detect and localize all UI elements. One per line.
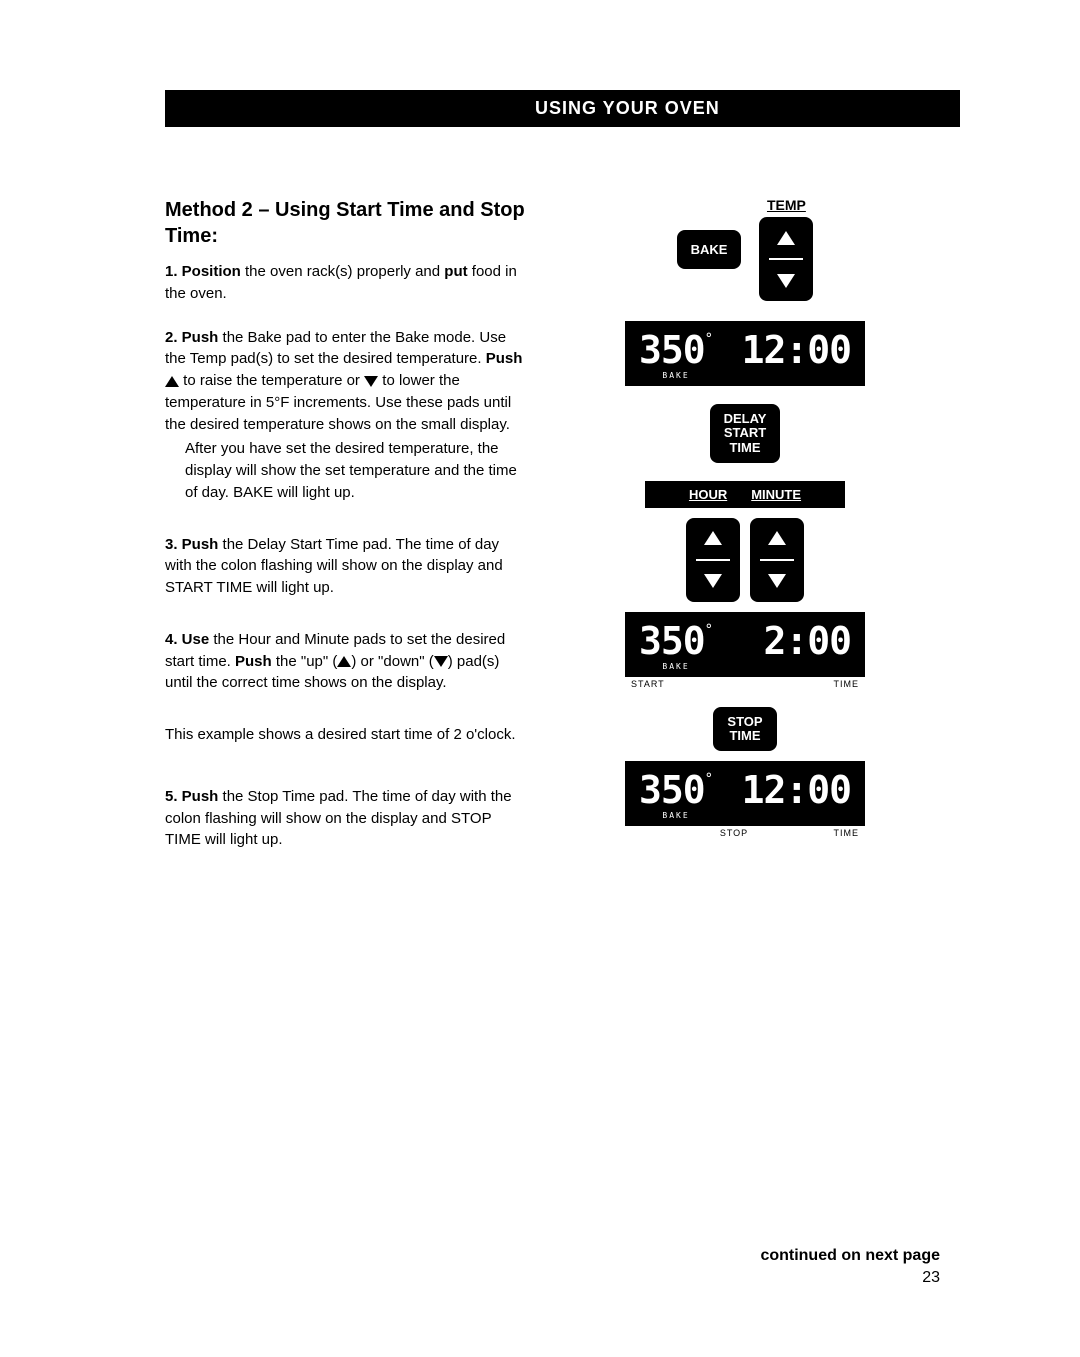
page-number: 23 [760, 1269, 940, 1287]
hour-label: HOUR [689, 487, 727, 502]
method-title: Method 2 – Using Start Time and Stop Tim… [165, 197, 525, 249]
bake-temp-buttons: BAKE TEMP [677, 197, 814, 301]
disp1-bake: BAKE [639, 371, 713, 380]
header-title: USING YOUR OVEN [535, 98, 720, 118]
continued-label: continued on next page [760, 1247, 940, 1265]
display-3: 350° BAKE 12:00 [625, 761, 865, 826]
display-2-wrap: 350° BAKE 2:00 START TIME [625, 612, 865, 689]
minute-updown[interactable] [750, 518, 804, 602]
disp2-clock: 2:00 [742, 622, 851, 660]
hour-up-icon[interactable] [686, 518, 740, 559]
step-4-text-b: the "up" ( [272, 653, 338, 670]
block-hour-minute: HOUR MINUTE [565, 481, 925, 689]
step-4: 4. Use the Hour and Minute pads to set t… [165, 629, 525, 746]
stop-time-button[interactable]: STOP TIME [713, 707, 776, 752]
up-triangle-icon-2 [337, 653, 351, 670]
step-2: 2. Push the Bake pad to enter the Bake m… [165, 327, 525, 504]
degree-icon: ° [705, 331, 713, 347]
disp1-temp-group: 350° BAKE [639, 331, 713, 380]
hour-minute-labels: HOUR MINUTE [645, 481, 845, 508]
footer: continued on next page 23 [760, 1247, 940, 1287]
hour-minute-pads [686, 518, 804, 602]
step-3-num: 3. Push [165, 536, 218, 553]
step-4-push: Push [235, 653, 272, 670]
disp3-time-label: TIME [833, 828, 859, 838]
temp-up-icon[interactable] [759, 217, 813, 258]
down-triangle-icon [364, 372, 378, 389]
section-header: USING YOUR OVEN [165, 90, 960, 127]
hour-updown[interactable] [686, 518, 740, 602]
step-4-text-c: ) or "down" ( [351, 653, 433, 670]
disp2-sublabels: START TIME [625, 677, 865, 689]
left-column: Method 2 – Using Start Time and Stop Tim… [165, 197, 525, 873]
step-1-text-a: the oven rack(s) properly and [241, 263, 444, 280]
temp-down-icon[interactable] [759, 260, 813, 301]
disp2-bake: BAKE [639, 662, 713, 671]
display-3-wrap: 350° BAKE 12:00 . STOP TIME [625, 761, 865, 838]
step-2-indent: After you have set the desired temperatu… [185, 438, 525, 503]
hour-down-icon[interactable] [686, 561, 740, 602]
step-3: 3. Push the Delay Start Time pad. The ti… [165, 534, 525, 599]
disp2-temp-group: 350° BAKE [639, 622, 713, 671]
temp-updown[interactable] [759, 217, 813, 301]
up-triangle-icon [165, 372, 183, 389]
disp2-time-label: TIME [834, 679, 860, 689]
minute-label: MINUTE [751, 487, 801, 502]
minute-down-icon[interactable] [750, 561, 804, 602]
disp1-temp: 350 [639, 328, 705, 372]
content-columns: Method 2 – Using Start Time and Stop Tim… [165, 197, 960, 873]
temp-label: TEMP [761, 197, 812, 213]
disp2-temp: 350 [639, 619, 705, 663]
degree-icon: ° [705, 771, 713, 787]
disp3-stop-label: STOP [720, 828, 748, 838]
disp1-clock: 12:00 [742, 331, 851, 369]
disp3-temp: 350 [639, 768, 705, 812]
degree-icon: ° [705, 622, 713, 638]
step-1-bold-b: put [444, 263, 467, 280]
right-column: BAKE TEMP 350° BAKE [565, 197, 925, 873]
step-1-num: 1. Position [165, 263, 241, 280]
step-2-text-b: to raise the temperature or [183, 372, 364, 389]
disp3-temp-group: 350° BAKE [639, 771, 713, 820]
step-2-push: Push [486, 350, 523, 367]
step-2-num: 2. Push [165, 329, 218, 346]
disp3-bake: BAKE [639, 811, 713, 820]
display-2: 350° BAKE 2:00 [625, 612, 865, 677]
step-4-example: This example shows a desired start time … [165, 724, 525, 746]
block-bake-temp: BAKE TEMP 350° BAKE [565, 197, 925, 386]
step-5-num: 5. Push [165, 788, 218, 805]
minute-up-icon[interactable] [750, 518, 804, 559]
down-triangle-icon-2 [434, 653, 448, 670]
block-delay: DELAY START TIME [565, 404, 925, 463]
disp3-sublabels: . STOP TIME [625, 826, 865, 838]
temp-control: TEMP [759, 197, 813, 301]
bake-button[interactable]: BAKE [677, 230, 742, 269]
disp2-start-label: START [631, 679, 665, 689]
page-container: USING YOUR OVEN Method 2 – Using Start T… [0, 0, 1080, 913]
block-stop: STOP TIME 350° BAKE 12:00 . STOP [565, 707, 925, 839]
step-5: 5. Push the Stop Time pad. The time of d… [165, 786, 525, 851]
step-1: 1. Position the oven rack(s) properly an… [165, 261, 525, 305]
delay-start-button[interactable]: DELAY START TIME [710, 404, 781, 463]
disp3-clock: 12:00 [742, 771, 851, 809]
display-1: 350° BAKE 12:00 [625, 321, 865, 386]
step-4-num: 4. Use [165, 631, 209, 648]
